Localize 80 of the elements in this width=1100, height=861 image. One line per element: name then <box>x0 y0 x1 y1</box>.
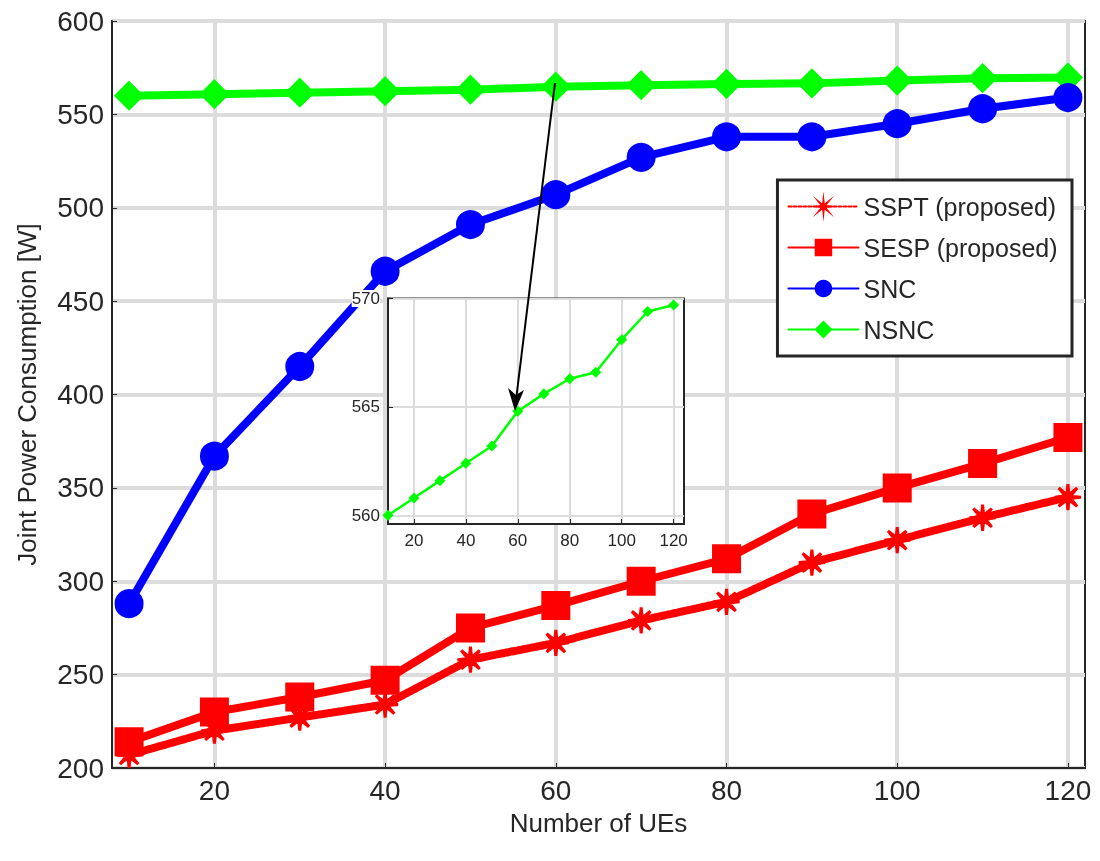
x-tick-label: 20 <box>404 531 424 550</box>
point <box>541 180 571 210</box>
point <box>486 440 498 452</box>
point <box>1053 422 1083 452</box>
point <box>199 441 229 471</box>
y-tick-label: 300 <box>57 565 104 597</box>
legend-label: NSNC <box>863 315 935 344</box>
point <box>1053 482 1083 512</box>
point <box>564 373 575 384</box>
point <box>882 66 912 96</box>
point <box>882 109 912 139</box>
point <box>968 449 998 479</box>
point <box>114 81 144 111</box>
point <box>285 351 315 381</box>
x-tick-label: 120 <box>659 531 688 550</box>
point <box>626 70 656 100</box>
point <box>797 499 827 529</box>
point <box>541 628 571 658</box>
point <box>797 68 827 98</box>
point <box>712 122 742 152</box>
point <box>968 503 998 533</box>
y-tick-label: 500 <box>57 192 104 224</box>
point <box>626 566 656 596</box>
point <box>455 613 485 643</box>
point <box>538 388 550 400</box>
legend-label: SESP (proposed) <box>863 233 1058 262</box>
point <box>512 406 524 417</box>
point <box>642 306 653 317</box>
y-tick-label: 565 <box>351 397 380 417</box>
x-tick-label: 60 <box>540 774 572 806</box>
point <box>712 587 742 617</box>
point <box>626 605 656 635</box>
point <box>285 78 315 108</box>
point <box>460 458 472 469</box>
point <box>370 256 400 286</box>
y-tick-label: 550 <box>57 98 104 130</box>
y-tick-label: 600 <box>57 5 104 37</box>
y-tick-label: 570 <box>351 289 380 308</box>
x-tick-label: 40 <box>369 774 401 806</box>
y-tick-label: 350 <box>57 472 104 504</box>
x-tick-label: 60 <box>508 531 528 550</box>
x-tick-label: 100 <box>873 774 921 806</box>
point <box>456 210 485 240</box>
point <box>370 665 400 695</box>
point <box>797 548 827 578</box>
point <box>382 510 394 521</box>
x-tick-label: 80 <box>710 774 743 806</box>
legend-label: SSPT (proposed) <box>863 192 1057 221</box>
x-axis-title: Number of UEs <box>509 808 688 838</box>
point <box>626 142 656 172</box>
point <box>1053 83 1083 113</box>
point <box>455 645 485 675</box>
point <box>616 334 627 345</box>
point <box>114 589 144 619</box>
x-tick-label: 20 <box>198 774 230 806</box>
point <box>434 475 446 486</box>
point <box>797 122 827 152</box>
y-tick-label: 400 <box>57 379 104 410</box>
point <box>590 366 601 378</box>
y-tick-label: 450 <box>57 285 104 317</box>
point <box>285 682 315 712</box>
y-tick-label: 560 <box>351 505 380 525</box>
point <box>541 591 571 621</box>
y-tick-label: 200 <box>57 752 104 784</box>
point <box>882 525 912 555</box>
x-tick-label: 100 <box>607 531 636 550</box>
point <box>370 76 400 106</box>
point <box>199 79 229 109</box>
point <box>712 544 742 574</box>
x-tick-label: 120 <box>1044 774 1092 806</box>
legend-label: SNC <box>863 274 917 303</box>
point <box>541 72 571 102</box>
x-tick-label: 40 <box>456 531 476 550</box>
y-axis-title: Joint Power Consumption [W] <box>12 223 42 566</box>
point <box>882 473 912 503</box>
point <box>668 299 679 311</box>
y-tick-label: 250 <box>57 659 104 691</box>
x-tick-label: 80 <box>560 531 580 550</box>
point <box>968 94 998 124</box>
point <box>408 492 420 504</box>
